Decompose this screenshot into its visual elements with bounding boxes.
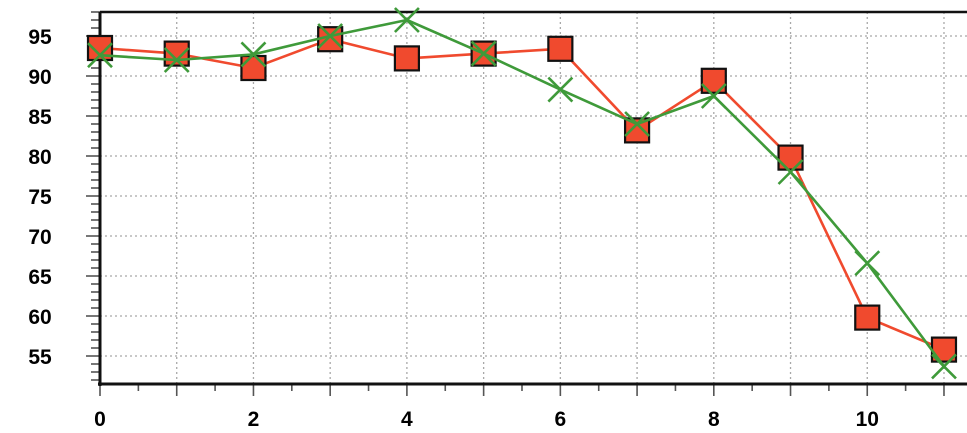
grid	[99, 12, 967, 384]
y-tick-label: 60	[28, 306, 51, 329]
x-marker	[854, 250, 881, 277]
x-axis-ticks: 0 2 4 6 8 10	[94, 408, 879, 431]
x-marker-stroke	[854, 250, 881, 277]
y-tick-label: 90	[28, 66, 51, 89]
x-marker	[547, 76, 574, 103]
x-marker	[624, 111, 650, 137]
x-marker-stroke	[624, 111, 650, 137]
x-marker	[470, 40, 497, 67]
series-2	[87, 7, 957, 380]
x-marker	[777, 159, 804, 185]
square-marker	[854, 304, 881, 331]
x-marker	[931, 353, 957, 380]
y-axis-ticks: 55 60 65 70 75 80 85 90 95	[28, 26, 52, 369]
square-marker	[240, 54, 267, 82]
series-1	[86, 26, 958, 363]
y-tick-label: 85	[28, 106, 52, 129]
x-marker-stroke	[931, 353, 957, 380]
y-tick-label: 55	[28, 346, 52, 369]
series-1-line	[99, 37, 945, 351]
x-tick-label: 0	[94, 408, 106, 431]
x-marker	[87, 42, 113, 69]
y-tick-label: 95	[28, 26, 52, 49]
x-marker	[317, 23, 344, 49]
x-tick-label: 8	[708, 408, 720, 431]
x-marker	[163, 47, 190, 73]
square-marker	[393, 45, 421, 72]
axes	[86, 10, 967, 396]
series-2-line	[99, 18, 946, 368]
square-marker	[547, 35, 574, 62]
x-marker-stroke	[777, 159, 804, 185]
series	[86, 7, 958, 380]
x-marker-stroke	[163, 47, 190, 73]
x-marker-stroke	[87, 42, 113, 69]
x-marker-stroke	[393, 7, 420, 33]
x-marker	[700, 83, 727, 109]
y-tick-label: 70	[28, 226, 51, 249]
y-tick-label: 80	[28, 146, 51, 169]
x-tick-label: 6	[555, 408, 567, 431]
x-marker	[393, 7, 420, 33]
square-marker	[163, 40, 190, 67]
x-marker-stroke	[317, 23, 344, 49]
y-tick-label: 75	[28, 186, 52, 209]
x-tick-label: 4	[401, 408, 413, 431]
y-tick-label: 65	[28, 266, 52, 289]
x-marker	[240, 41, 267, 68]
x-marker-stroke	[240, 41, 267, 68]
x-marker-stroke	[547, 76, 574, 103]
x-marker-stroke	[700, 83, 727, 109]
x-marker-stroke	[470, 40, 497, 67]
square-marker	[777, 144, 804, 171]
x-tick-label: 10	[856, 408, 879, 431]
x-tick-label: 2	[248, 408, 260, 431]
